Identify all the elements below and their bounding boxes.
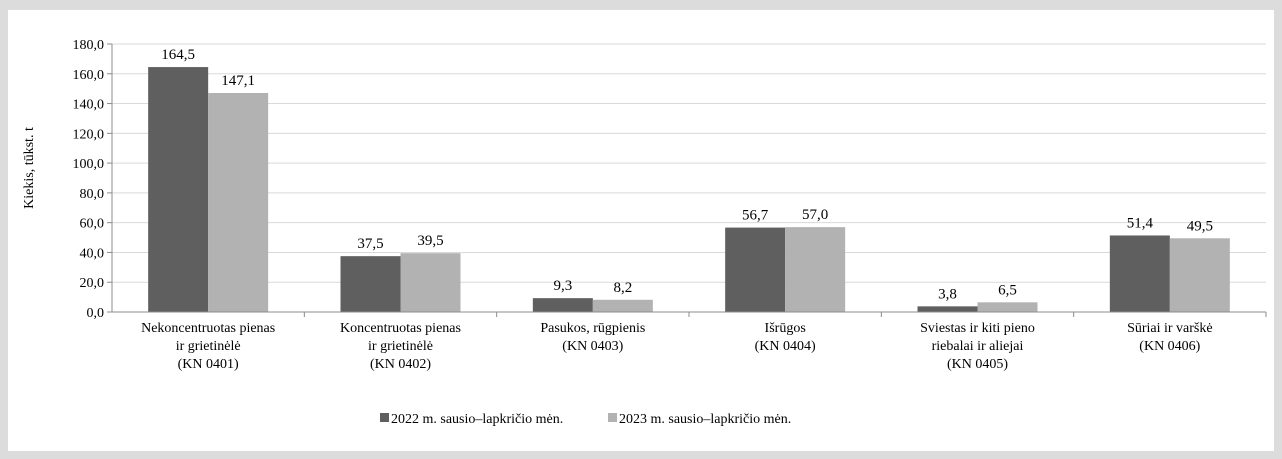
data-label: 147,1	[221, 73, 255, 89]
data-label: 37,5	[357, 236, 383, 252]
x-tick-label: riebalai ir aliejai	[932, 339, 1024, 354]
y-tick-label: 20,0	[80, 276, 105, 291]
bar	[1169, 238, 1230, 312]
y-tick-label: 140,0	[73, 98, 105, 113]
y-tick-label: 80,0	[80, 187, 105, 202]
bar	[725, 227, 786, 312]
chart-frame: 0,0 20,0 40,0 60,0 80,0 100,0 120,0 140,0 160,0 1…	[8, 10, 1274, 451]
data-label: 164,5	[161, 47, 195, 63]
data-label: 9,3	[553, 278, 572, 294]
bar	[340, 256, 401, 312]
x-tick-label: Sviestas ir kiti pieno	[920, 321, 1035, 336]
data-label: 49,5	[1187, 218, 1213, 234]
y-tick-label: 100,0	[73, 157, 105, 172]
y-tick-label: 120,0	[73, 127, 105, 142]
data-label: 39,5	[417, 233, 443, 249]
data-label: 56,7	[742, 208, 769, 224]
bars: 164,5 147,1 37,5 39,5 9,3 8,2 56,7 57,0 3,8 6,5 51…	[148, 47, 1230, 313]
legend-label: 2022 m. sausio–lapkričio mėn.	[391, 412, 563, 427]
x-axis: Nekoncentruotas pienas ir grietinėlė (KN 0…	[112, 311, 1267, 372]
y-tick-label: 160,0	[73, 68, 105, 83]
x-tick-label: ir grietinėlė	[176, 339, 241, 354]
x-tick-label: (KN 0405)	[947, 357, 1008, 372]
y-axis: 0,0 20,0 40,0 60,0 80,0 100,0 120,0 140,0 160,0 1…	[73, 38, 113, 321]
x-tick-label: (KN 0406)	[1139, 339, 1200, 354]
bar	[532, 298, 593, 312]
x-tick-label: Išrūgos	[765, 321, 806, 336]
x-tick-label: Koncentruotas pienas	[340, 321, 461, 336]
y-tick-label: 180,0	[73, 38, 105, 53]
bar	[400, 253, 461, 312]
x-tick-label: Sūriai ir varškė	[1127, 321, 1213, 336]
bar	[977, 302, 1038, 312]
x-tick-label: (KN 0404)	[755, 339, 816, 354]
data-label: 57,0	[802, 207, 828, 223]
y-tick-label: 0,0	[87, 306, 105, 321]
data-label: 6,5	[998, 282, 1017, 298]
bar	[917, 306, 978, 312]
x-tick-label: ir grietinėlė	[368, 339, 433, 354]
y-axis-title: Kiekis, tūkst. t	[22, 127, 37, 209]
legend-label: 2023 m. sausio–lapkričio mėn.	[619, 412, 791, 427]
x-tick-label: (KN 0401)	[178, 357, 239, 372]
data-label: 8,2	[613, 280, 632, 296]
x-tick-label: Pasukos, rūgpienis	[540, 321, 645, 336]
bar	[785, 227, 846, 312]
bar	[1109, 235, 1170, 312]
legend: 2022 m. sausio–lapkričio mėn. 2023 m. sau…	[380, 412, 791, 427]
bar	[208, 92, 269, 313]
y-tick-label: 60,0	[80, 217, 105, 232]
legend-swatch	[380, 413, 389, 422]
data-label: 51,4	[1127, 215, 1154, 231]
legend-swatch	[608, 413, 617, 422]
x-tick-label: (KN 0403)	[562, 339, 623, 354]
data-label: 3,8	[938, 286, 957, 302]
bar	[148, 67, 209, 312]
bar	[592, 299, 653, 312]
x-tick-label: Nekoncentruotas pienas	[141, 321, 275, 336]
y-tick-label: 40,0	[80, 246, 105, 261]
x-tick-label: (KN 0402)	[370, 357, 431, 372]
grid-lines	[112, 43, 1266, 283]
bar-chart: 0,0 20,0 40,0 60,0 80,0 100,0 120,0 140,0 160,0 1…	[22, 38, 1267, 427]
